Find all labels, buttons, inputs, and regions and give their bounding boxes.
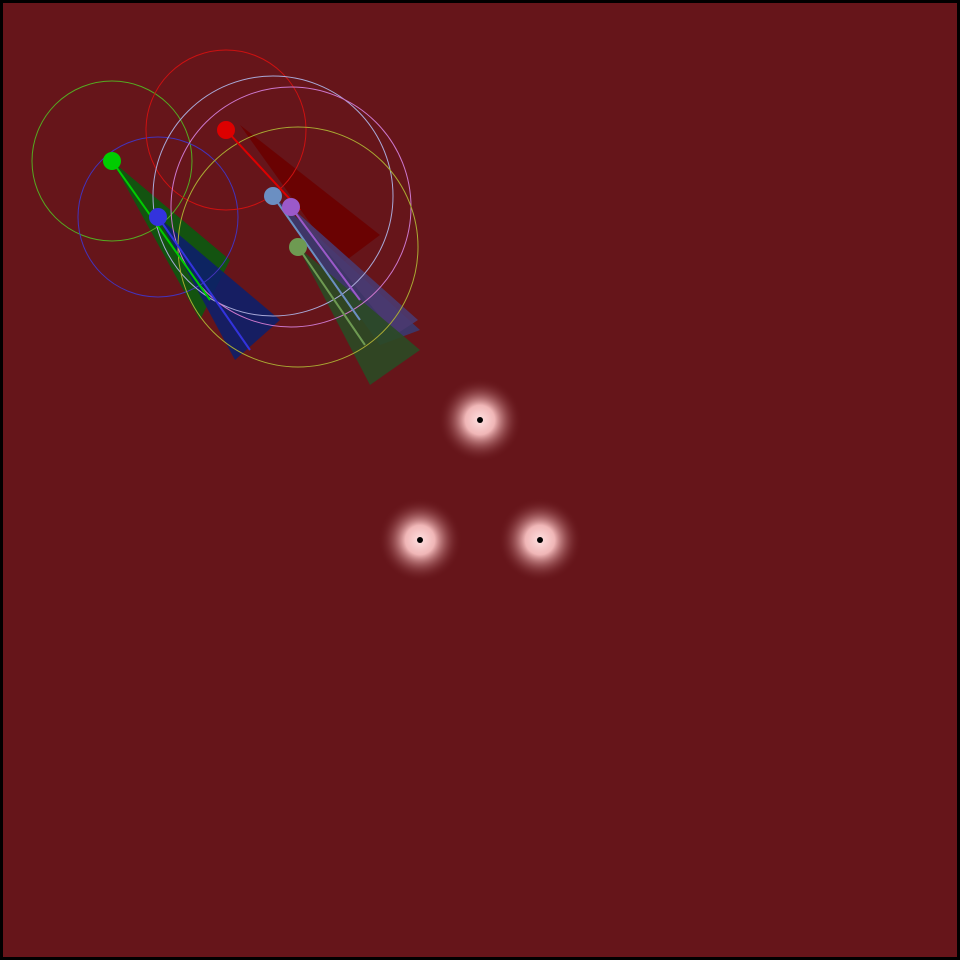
sensor-ring-red: [145, 49, 307, 211]
agent-blue[interactable]: [149, 208, 167, 226]
beacon-core: [417, 537, 423, 543]
heading-ray-red: [225, 129, 301, 211]
beacon-core: [477, 417, 483, 423]
beacon-layer: [378, 378, 582, 582]
sensor-fan-blue: [158, 217, 280, 360]
heading-ray-violet: [290, 206, 361, 301]
agent-red[interactable]: [217, 121, 235, 139]
agent-steel[interactable]: [264, 187, 282, 205]
heading-ray-green: [111, 160, 211, 301]
sensor-fan-olive: [298, 247, 420, 385]
beacon-top: [438, 378, 522, 462]
sensor-ring-green: [31, 80, 193, 242]
beacon-left: [378, 498, 462, 582]
heading-ray-blue: [157, 216, 251, 351]
sensor-ring-blue: [77, 136, 239, 298]
beacon-right: [498, 498, 582, 582]
sensor-fan-red: [240, 125, 380, 265]
sensor-fan-violet: [291, 207, 418, 335]
agent-olive[interactable]: [289, 238, 307, 256]
heading-ray-steel: [272, 195, 361, 321]
sensor-ring-steel: [152, 75, 394, 317]
heading-ray-olive: [297, 246, 366, 346]
agent-layer: [103, 121, 307, 256]
agent-violet[interactable]: [282, 198, 300, 216]
heading-ray-layer: [111, 129, 366, 351]
beacon-core: [537, 537, 543, 543]
agent-green[interactable]: [103, 152, 121, 170]
